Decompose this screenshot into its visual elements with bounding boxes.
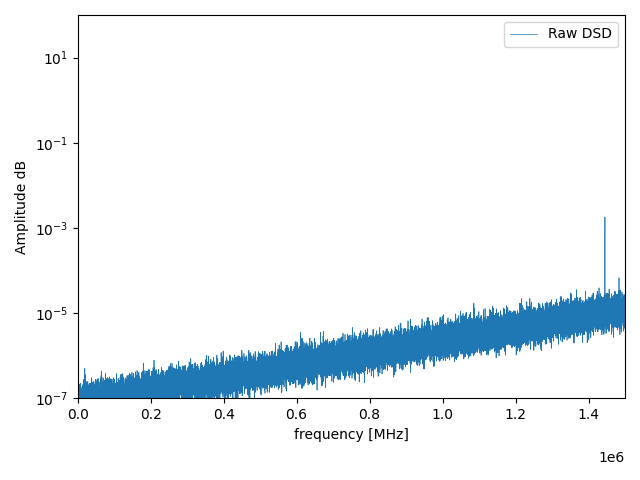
Raw DSD: [194, 381, 202, 387]
Raw DSD: [205, 399, 213, 405]
X-axis label: frequency [MHz]: frequency [MHz]: [294, 428, 409, 442]
Text: 1e6: 1e6: [599, 451, 625, 465]
Raw DSD: [364, 356, 371, 362]
Legend: Raw DSD: Raw DSD: [504, 22, 618, 47]
Raw DSD: [548, 325, 556, 331]
Raw DSD: [621, 307, 629, 312]
Raw DSD: [134, 384, 141, 390]
Line: Raw DSD: Raw DSD: [77, 217, 625, 425]
Raw DSD: [74, 401, 81, 407]
Raw DSD: [92, 409, 99, 415]
Raw DSD: [601, 214, 609, 220]
Y-axis label: Amplitude dB: Amplitude dB: [15, 159, 29, 253]
Raw DSD: [83, 422, 91, 428]
